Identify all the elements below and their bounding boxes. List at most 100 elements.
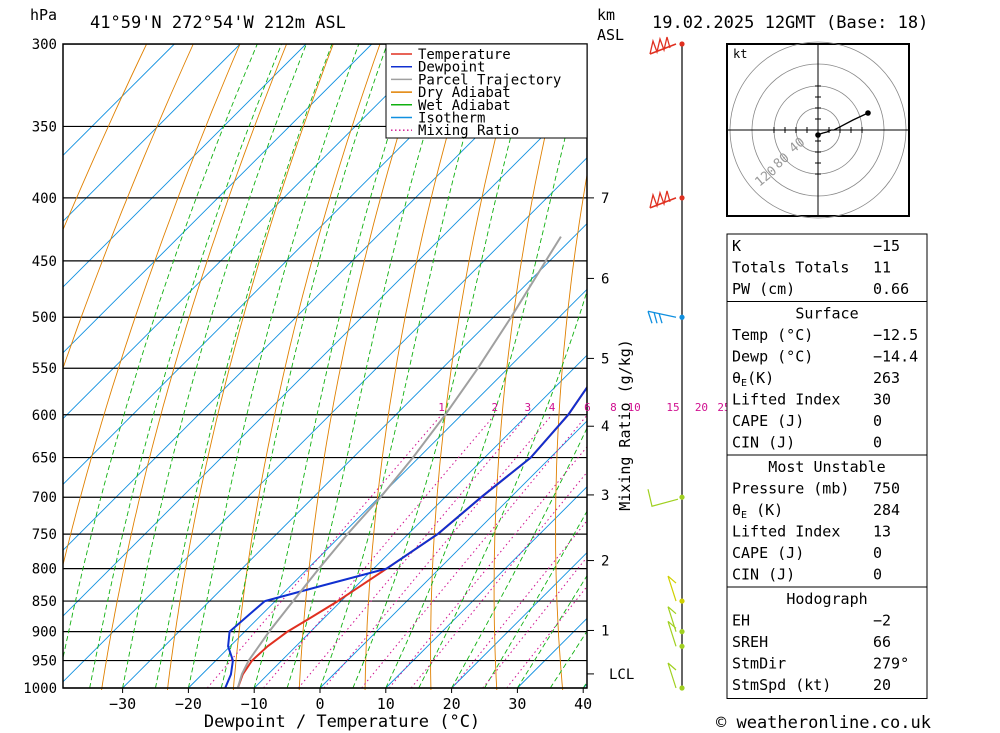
wind-barb — [647, 489, 679, 507]
legend-entry: Mixing Ratio — [418, 123, 519, 139]
legend-entry: Wet Adiabat — [418, 98, 511, 114]
legend-entry: Temperature — [418, 47, 511, 63]
isotherm-line — [253, 354, 587, 689]
isotherm-line — [63, 44, 438, 420]
wind-barb — [667, 662, 677, 689]
hodograph-stats-label: StmSpd (kt) — [732, 676, 831, 694]
dry-adiabat — [986, 7, 1000, 714]
isotherm-line — [385, 486, 587, 689]
wind-level-dot — [679, 41, 685, 47]
dry-adiabat — [298, 44, 428, 690]
mixing-ratio-line — [452, 519, 587, 689]
surface-value: 30 — [873, 391, 891, 409]
y-tick-label: 950 — [32, 654, 57, 670]
surface-title: Surface — [795, 305, 858, 323]
wind-level-dot — [679, 598, 685, 604]
summary-value: 0.66 — [873, 280, 909, 298]
wet-adiabat — [220, 44, 388, 689]
summary-label: K — [732, 237, 741, 255]
x-tick-label: −30 — [109, 695, 136, 713]
isotherm-line — [63, 157, 587, 683]
mixing-ratio-tick-label: 10 — [628, 401, 641, 414]
hodograph-stats-label: StmDir — [732, 655, 786, 673]
pressure-unit-label: hPa — [30, 6, 57, 24]
mixing-ratio-tick-label: 6 — [584, 401, 591, 414]
x-tick-label: −10 — [241, 695, 268, 713]
background-grid — [63, 7, 1000, 714]
x-tick-label: 30 — [508, 695, 526, 713]
dry-adiabat — [63, 44, 148, 231]
hodograph-unit: kt — [733, 47, 747, 61]
indices-tables: K −15 Totals Totals 11 PW (cm) 0.66 Surface Tem… — [726, 233, 928, 699]
dry-adiabat — [63, 44, 194, 370]
wind-level-dot — [679, 314, 685, 320]
hodograph-stats-value: 66 — [873, 633, 891, 651]
barb-lines — [647, 489, 679, 507]
mixing-ratio-line — [263, 414, 496, 689]
wind-barb — [649, 36, 677, 55]
isotherm-line — [63, 44, 175, 157]
most-unstable-box — [726, 454, 928, 589]
height-tick-label: 3 — [601, 488, 609, 504]
y-tick-label: 750 — [32, 527, 57, 543]
wind-level-dot — [679, 685, 685, 691]
legend-entry: Dewpoint — [418, 60, 485, 76]
most-unstable-label: Pressure (mb) — [732, 480, 849, 498]
most-unstable-value: 0 — [873, 544, 882, 562]
mixing-ratio-tick-label: 20 — [695, 401, 708, 414]
sounding-curves — [224, 236, 587, 689]
wet-adiabat — [122, 44, 307, 689]
height-tick-label: 5 — [601, 351, 609, 367]
barb-pennants — [649, 190, 671, 209]
height-unit-asl: ASL — [597, 26, 624, 44]
isotherm-line — [63, 44, 241, 222]
mixing-ratio-line — [323, 414, 553, 689]
wind-level-dot — [679, 494, 685, 500]
wind-barb — [647, 310, 677, 324]
y-tick-label: 1000 — [23, 681, 57, 697]
surface-box — [726, 301, 928, 457]
hodograph-stats-value: 279° — [873, 655, 909, 673]
wet-adiabat — [63, 44, 258, 661]
height-tick-label: 1 — [601, 623, 609, 639]
isotherm-line — [188, 288, 587, 689]
wet-adiabat — [286, 44, 453, 689]
height-tick-label: 2 — [601, 554, 609, 570]
plot-border — [62, 43, 588, 689]
x-axis-label: Dewpoint / Temperature (°C) — [204, 712, 480, 732]
most-unstable-label: CAPE (J) — [732, 544, 804, 562]
y-tick-label: 550 — [32, 361, 57, 377]
surface-label: θE(K) — [732, 369, 774, 389]
y-tick-label: 450 — [32, 254, 57, 270]
surface-value: −14.4 — [873, 348, 918, 366]
y-tick-label: 350 — [32, 119, 57, 135]
hodograph-stats-title: Hodograph — [786, 590, 867, 608]
legend-entry: Parcel Trajectory — [418, 72, 561, 88]
surface-value: −12.5 — [873, 326, 918, 344]
dry-adiabat — [430, 44, 521, 690]
most-unstable-label: CIN (J) — [732, 566, 795, 584]
wet-adiabat — [352, 44, 536, 689]
plot-frame — [62, 43, 588, 689]
datetime-title: 19.02.2025 12GMT (Base: 18) — [652, 13, 928, 33]
y-tick-label: 850 — [32, 594, 57, 610]
height-tick-label: 4 — [601, 419, 609, 435]
y-tick-label: 900 — [32, 625, 57, 641]
wet-adiabat — [484, 510, 587, 689]
wind-barb-column — [647, 36, 685, 691]
wet-adiabat — [319, 44, 491, 689]
dry-adiabat — [364, 44, 474, 690]
hodograph-stats-label: SREH — [732, 633, 768, 651]
wet-adiabat — [89, 44, 283, 689]
most-unstable-title: Most Unstable — [768, 458, 885, 476]
mixing-ratio-tick-label: 3 — [524, 401, 531, 414]
hodograph-start-dot — [815, 132, 821, 138]
wet-adiabat — [253, 44, 419, 689]
most-unstable-value: 0 — [873, 566, 882, 584]
mixing-ratio-axis-label: Mixing Ratio (g/kg) — [616, 339, 634, 511]
dry-adiabat — [101, 44, 288, 690]
mixing-ratio-tick-label: 8 — [610, 401, 617, 414]
hodograph-stats-label: EH — [732, 612, 750, 630]
